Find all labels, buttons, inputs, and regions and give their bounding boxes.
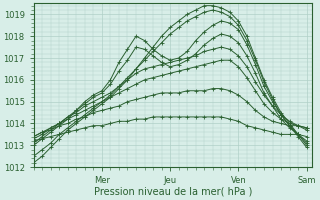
X-axis label: Pression niveau de la mer( hPa ): Pression niveau de la mer( hPa ) [94,187,252,197]
